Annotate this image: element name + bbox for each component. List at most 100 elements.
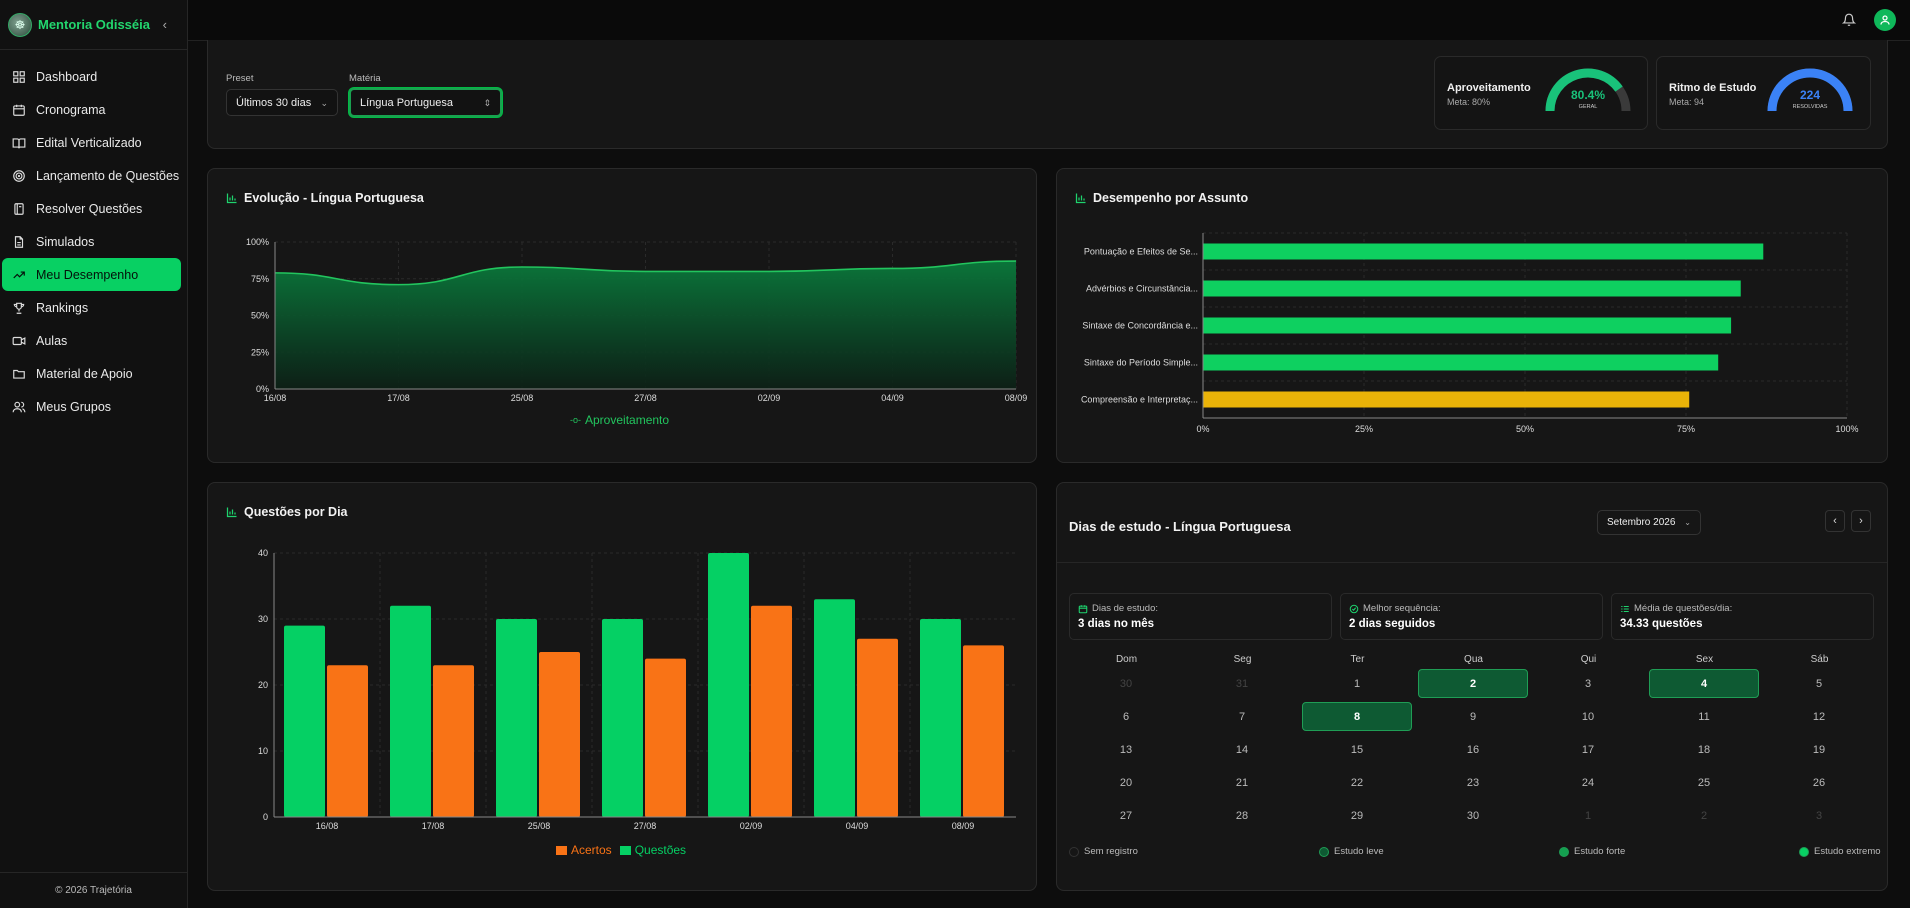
calendar-day[interactable]: 18 [1697,743,1711,756]
y-tick-label: 50% [251,311,269,321]
calendar-day[interactable]: 7 [1238,710,1246,723]
calendar-day[interactable]: 6 [1122,710,1130,723]
calendar-legend-item: Estudo extremo [1799,846,1881,857]
weekday-label: Ter [1350,654,1365,665]
sidebar-item-simulados[interactable]: Simulados [2,225,181,258]
materia-select[interactable]: Língua Portuguesa ⇕ [349,88,502,117]
prev-month-button[interactable]: ‹ [1825,510,1845,532]
calendar-day[interactable]: 3 [1815,809,1823,822]
bar-2 [1203,317,1732,334]
calendar-day[interactable]: 27 [1119,809,1133,822]
next-month-button[interactable]: › [1851,510,1871,532]
x-tick-label: 17/08 [422,821,445,831]
calendar-day[interactable]: 12 [1812,710,1826,723]
sidebar-item-lan-amento-de-quest-es[interactable]: Lançamento de Questões [2,159,181,192]
sidebar-item-meu-desempenho[interactable]: Meu Desempenho [2,258,181,291]
calendar-day[interactable]: 31 [1235,677,1249,690]
calendar-day[interactable]: 11 [1698,710,1710,723]
calendar-day[interactable]: 22 [1350,776,1364,789]
trophy-icon [12,301,26,315]
calendar-day[interactable]: 30 [1119,677,1133,690]
calendar-day[interactable]: 21 [1235,776,1249,789]
calendar-day[interactable]: 26 [1812,776,1826,789]
calendar-day[interactable]: 30 [1466,809,1480,822]
sidebar-item-label: Edital Verticalizado [36,135,142,150]
x-tick-label: 02/09 [758,393,781,403]
stat-label-text: Média de questões/dia: [1634,603,1733,614]
calendar-day[interactable]: 16 [1466,743,1480,756]
legend-text: Estudo forte [1574,846,1626,857]
gauge-fill [1767,68,1853,112]
calendar-day[interactable]: 29 [1350,809,1364,822]
kpi-ritmo: Ritmo de Estudo Meta: 94 224 RESOLVIDAS [1656,56,1871,130]
calendar-day[interactable]: 20 [1119,776,1133,789]
x-tick-label: 25% [1355,424,1373,434]
book-open-icon [12,136,26,150]
sidebar-item-rankings[interactable]: Rankings [2,291,181,324]
legend-swatch-questoes [619,845,631,855]
sidebar-item-label: Meu Desempenho [36,267,139,282]
calendar-icon [1078,604,1088,613]
calendar-day[interactable]: 14 [1235,743,1249,756]
calendar-day[interactable]: 13 [1119,743,1133,756]
calendar-day[interactable]: 3 [1584,677,1592,690]
video-icon [12,334,26,348]
sidebar-item-meus-grupos[interactable]: Meus Grupos [2,390,181,423]
calendar-day[interactable]: 2 [1700,809,1708,822]
questoes-legend: Acertos Questões [556,843,686,857]
legend-text: Estudo extremo [1814,846,1881,857]
calendar-day[interactable]: 17 [1581,743,1595,756]
y-tick-label: 0% [256,384,269,394]
calendar-day[interactable]: 2 [1418,669,1528,698]
sidebar-item-cronograma[interactable]: Cronograma [2,93,181,126]
evolucao-card: Evolução - Língua Portuguesa 0% 25% 50% 75%… [207,168,1037,463]
x-tick-label: 04/09 [881,393,904,403]
evolucao-legend-text: Aproveitamento [585,413,670,427]
category-label: Sintaxe do Período Simple... [1084,358,1198,368]
y-tick-label: 75% [251,274,269,284]
category-label: Advérbios e Circunstância... [1086,284,1198,294]
sidebar-item-material-de-apoio[interactable]: Material de Apoio [2,357,181,390]
target-icon [12,169,26,183]
month-select[interactable]: Setembro 2026 ⌄ [1597,510,1701,535]
bell-icon[interactable] [1842,13,1856,27]
legend-text: Sem registro [1084,846,1138,857]
category-label: Pontuação e Efeitos de Se... [1084,247,1198,257]
sidebar-item-dashboard[interactable]: Dashboard [2,60,181,93]
sidebar-item-edital-verticalizado[interactable]: Edital Verticalizado [2,126,181,159]
gauge-sub: RESOLVIDAS [1793,104,1828,110]
preset-label: Preset [226,73,254,84]
user-avatar-icon[interactable] [1874,9,1896,31]
calendar-day[interactable]: 4 [1649,669,1759,698]
calendar-day[interactable]: 8 [1302,702,1412,731]
calendar-day[interactable]: 15 [1350,743,1364,756]
brand[interactable]: ☸ Mentoria Odisséia ‹ [0,0,187,50]
calendar-day[interactable]: 5 [1815,677,1823,690]
calendar-day[interactable]: 1 [1353,677,1361,690]
stat-box: Dias de estudo: 3 dias no mês [1069,593,1332,640]
sidebar-item-aulas[interactable]: Aulas [2,324,181,357]
sidebar-item-resolver-quest-es[interactable]: Resolver Questões [2,192,181,225]
calendar-day[interactable]: 25 [1697,776,1711,789]
preset-select[interactable]: Últimos 30 dias ⌄ [226,89,338,116]
kpi-gauge: 224 RESOLVIDAS [1767,68,1853,112]
calendar-day[interactable]: 10 [1581,710,1595,723]
stat-label: Média de questões/dia: [1620,603,1732,614]
calendar-day[interactable]: 23 [1466,776,1480,789]
folder-icon [12,367,26,381]
calendar-day[interactable]: 1 [1584,809,1592,822]
calendar-day[interactable]: 28 [1235,809,1249,822]
sidebar-item-label: Resolver Questões [36,201,143,216]
y-tick-label: 100% [246,237,269,247]
category-label: Compreensão e Interpretaç... [1081,395,1198,405]
stat-label-text: Melhor sequência: [1363,603,1441,614]
evolucao-title-text: Evolução - Língua Portuguesa [244,191,424,205]
calendar-day[interactable]: 19 [1812,743,1826,756]
divider [1057,562,1887,563]
trend-up-icon [12,268,26,282]
materia-value: Língua Portuguesa [360,96,453,109]
collapse-chevron-icon[interactable]: ‹ [162,17,167,32]
chevron-left-icon: ‹ [1833,515,1837,527]
calendar-day[interactable]: 24 [1581,776,1595,789]
calendar-day[interactable]: 9 [1469,710,1477,723]
